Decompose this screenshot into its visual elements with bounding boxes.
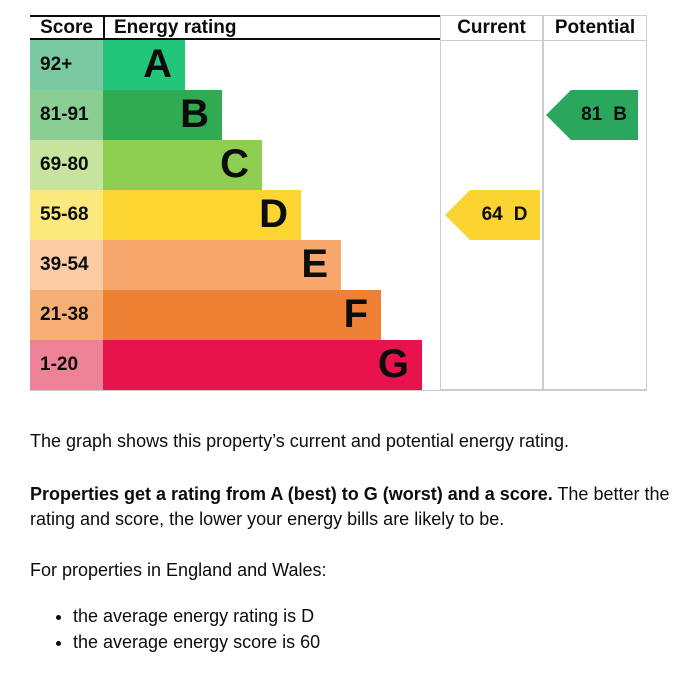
score-range: 55-68 [30, 190, 103, 240]
current-score-value: 64 [481, 204, 503, 225]
band-row-a: 92+ A [30, 40, 440, 90]
score-range: 1-20 [30, 340, 103, 390]
average-list-item: the average energy score is 60 [73, 629, 675, 655]
band-row-f: 21-38 F [30, 290, 440, 340]
score-column-header: Score [40, 17, 93, 38]
england-wales-intro: For properties in England and Wales: [30, 560, 327, 580]
score-range: 92+ [30, 40, 103, 90]
epc-rating-chart: Score Energy rating Current Potential 92… [30, 15, 647, 391]
band-bar-g: G [103, 340, 422, 390]
band-row-e: 39-54 E [30, 240, 440, 290]
band-row-b: 81-91 B [30, 90, 440, 140]
band-bar-b: B [103, 90, 222, 140]
band-bar-d: D [103, 190, 301, 240]
band-bar-f: F [103, 290, 381, 340]
potential-score-value: 81 [581, 104, 603, 125]
rating-explanation: Properties get a rating from A (best) to… [30, 482, 675, 532]
band-row-d: 55-68 D [30, 190, 440, 240]
description-text: The graph shows this property’s current … [30, 429, 675, 655]
current-column: Current [440, 15, 543, 390]
potential-column: Potential [543, 15, 647, 390]
rating-explanation-rest: The better the rating and score, the low… [30, 484, 670, 529]
score-range: 81-91 [30, 90, 103, 140]
rating-bands: 92+ A 81-91 B 69-80 C 55-68 D 39-54 E 21-38 F 1-20 G [30, 40, 440, 390]
band-bar-e: E [103, 240, 341, 290]
averages-list: the average energy rating is Dthe averag… [30, 603, 675, 655]
potential-band-letter: B [613, 104, 627, 125]
current-column-header: Current [441, 16, 542, 41]
average-list-item: the average energy rating is D [73, 603, 675, 629]
rating-explanation-bold: Properties get a rating from A (best) to… [30, 484, 553, 504]
score-range: 39-54 [30, 240, 103, 290]
current-band-letter: D [513, 204, 528, 225]
band-row-c: 69-80 C [30, 140, 440, 190]
band-row-g: 1-20 G [30, 340, 440, 390]
graph-description: The graph shows this property’s current … [30, 431, 569, 451]
score-range: 69-80 [30, 140, 103, 190]
band-bar-c: C [103, 140, 262, 190]
potential-column-header: Potential [544, 16, 646, 41]
chart-header-left: Score Energy rating [30, 15, 440, 40]
band-bar-a: A [103, 40, 185, 90]
energy-rating-column-header: Energy rating [103, 17, 236, 38]
score-range: 21-38 [30, 290, 103, 340]
